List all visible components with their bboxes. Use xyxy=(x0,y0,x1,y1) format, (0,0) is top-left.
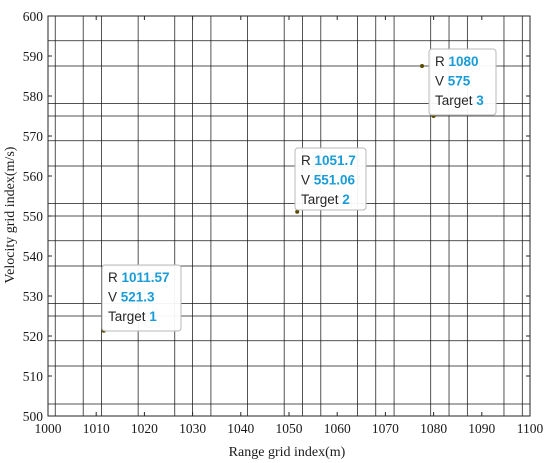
y-tick-label: 510 xyxy=(23,369,44,384)
x-tick-label: 1080 xyxy=(420,421,447,436)
x-tick-label: 1000 xyxy=(35,421,62,436)
y-tick-label: 600 xyxy=(23,9,44,24)
datatip-target-value: 3 xyxy=(476,93,484,108)
x-tick-label: 1030 xyxy=(179,421,206,436)
y-tick-label: 570 xyxy=(23,129,44,144)
datatip-range-value: 1080 xyxy=(449,54,479,69)
y-tick-label: 500 xyxy=(23,409,44,424)
datatip-box xyxy=(294,147,367,211)
x-tick-label: 1040 xyxy=(227,421,254,436)
datatip-range-text: R 1011.57 xyxy=(108,270,170,285)
grid-lines xyxy=(48,16,530,416)
y-tick-label: 540 xyxy=(23,249,44,264)
datatip-range-value: 1011.57 xyxy=(122,270,170,285)
datatip-velocity-label: V xyxy=(108,290,121,305)
y-tick-label: 590 xyxy=(23,49,44,64)
data-point xyxy=(295,209,300,214)
axis-ticks: 1000 1010 1020 1030 1040 1050 1060 1070 1080 1090… xyxy=(23,9,544,436)
datatip-velocity-label: V xyxy=(435,74,448,89)
datatip-range-value: 1051.7 xyxy=(315,153,356,168)
datatip-target-text: Target 2 xyxy=(301,192,350,207)
datatip-target-text: Target 3 xyxy=(435,93,484,108)
datatip-range-text: R 1051.7 xyxy=(301,153,356,168)
y-tick-label: 550 xyxy=(23,209,44,224)
datatip-range-text: R 1080 xyxy=(435,54,479,69)
datatip-target-label: Target xyxy=(435,93,476,108)
datatip-target-text: Target 1 xyxy=(108,309,157,324)
datatip-velocity-value: 575 xyxy=(448,74,471,89)
x-tick-label: 1070 xyxy=(372,421,399,436)
x-tick-label: 1090 xyxy=(468,421,495,436)
y-tick-label: 530 xyxy=(23,289,44,304)
datatip-box xyxy=(428,48,497,116)
x-tick-label: 1060 xyxy=(324,421,351,436)
data-point xyxy=(420,64,425,68)
datatip-velocity-value: 521.3 xyxy=(121,290,155,305)
y-tick-label: 580 xyxy=(23,89,44,104)
y-tick-label: 560 xyxy=(23,169,44,184)
datatip-velocity-text: V 521.3 xyxy=(108,290,155,305)
datatip-velocity-value: 551.06 xyxy=(314,173,356,188)
y-axis-label: Velocity grid index(m/s) xyxy=(3,146,18,283)
datatip-box xyxy=(101,264,182,332)
datatip-velocity-label: V xyxy=(301,173,314,188)
datatip-target-label: Target xyxy=(108,309,149,324)
datatip-range-label: R xyxy=(435,54,449,69)
x-tick-label: 1010 xyxy=(83,421,110,436)
y-tick-label: 520 xyxy=(23,329,44,344)
x-axis-label: Range grid index(m) xyxy=(229,445,346,460)
x-tick-label: 1050 xyxy=(276,421,303,436)
x-tick-label: 1100 xyxy=(517,421,544,436)
x-tick-label: 1020 xyxy=(131,421,158,436)
datatip-range-label: R xyxy=(108,270,122,285)
datatip-target-value: 2 xyxy=(342,192,350,207)
datatip-range-label: R xyxy=(301,153,315,168)
datatip-target-label: Target xyxy=(301,192,342,207)
datatip-velocity-text: V 551.06 xyxy=(301,173,356,188)
datatip-velocity-text: V 575 xyxy=(435,74,471,89)
datatip-target-value: 1 xyxy=(149,309,157,324)
